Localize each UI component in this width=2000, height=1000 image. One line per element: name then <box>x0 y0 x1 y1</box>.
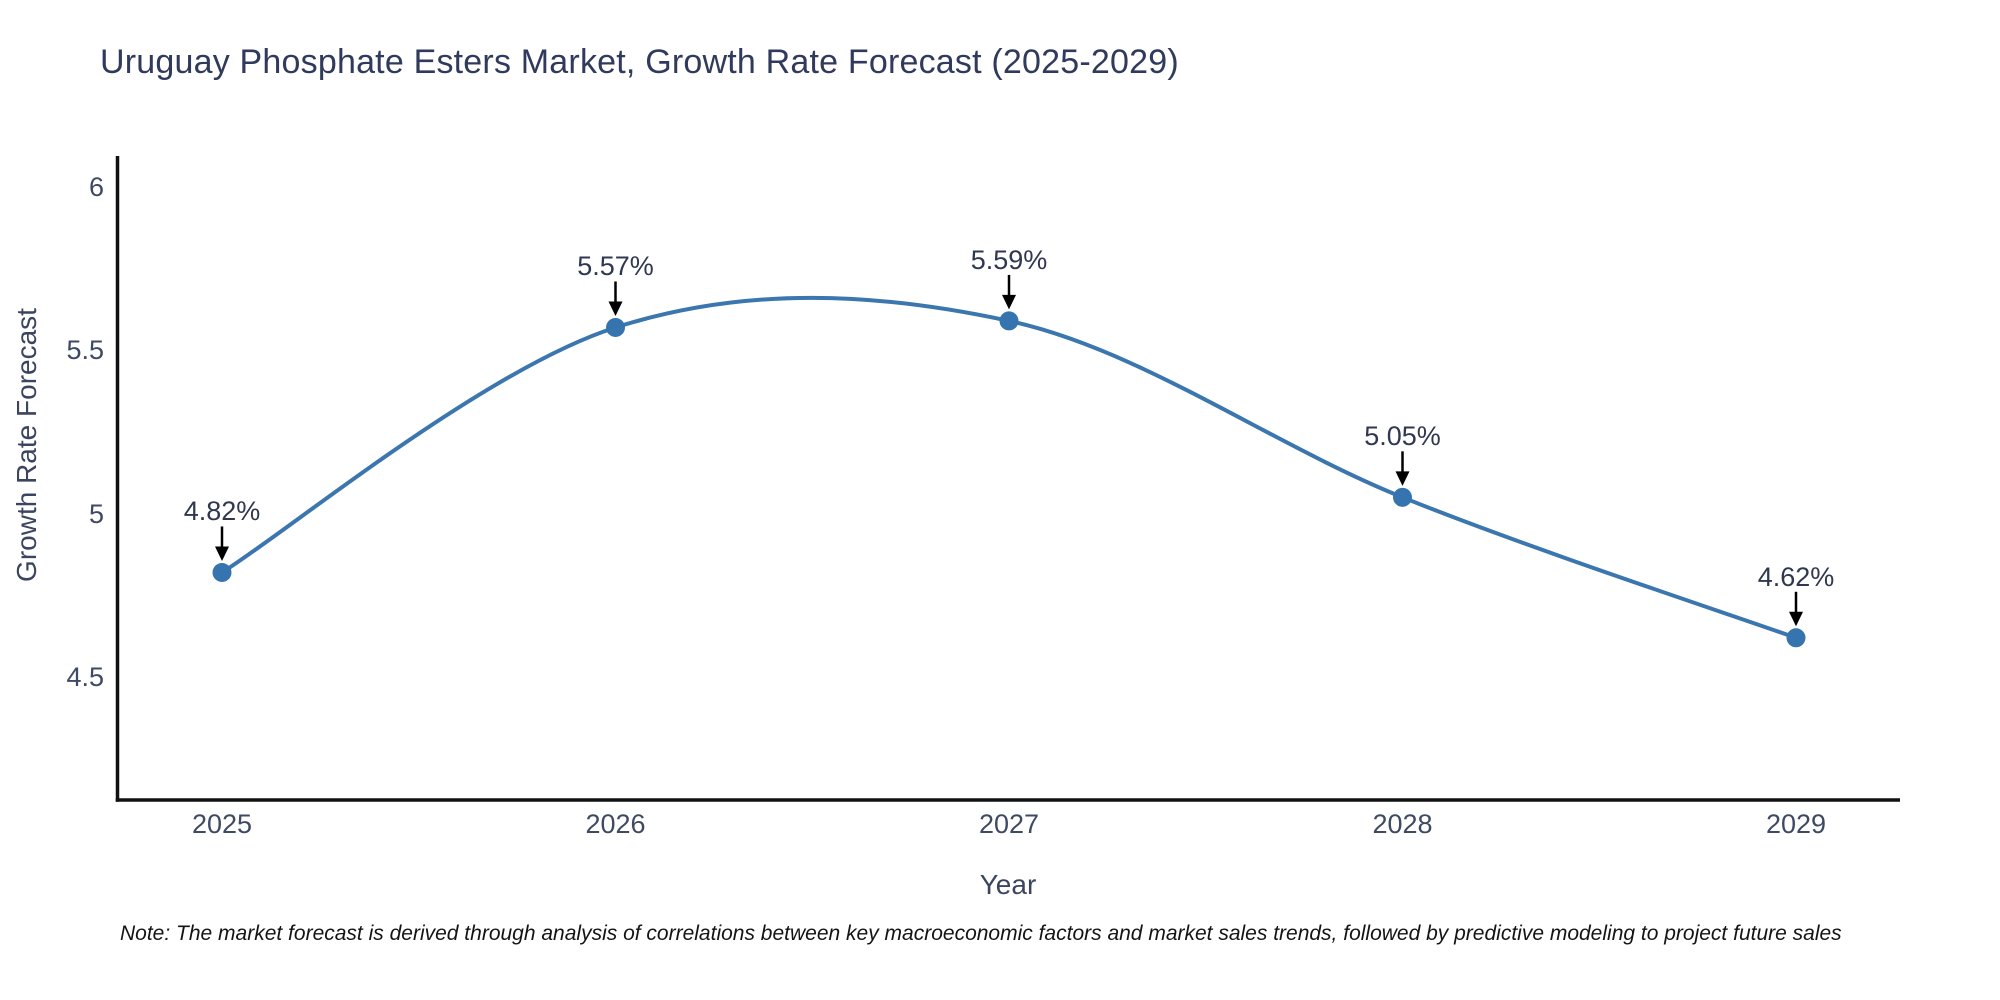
x-axis-title: Year <box>979 869 1037 900</box>
x-tick-label-2025: 2025 <box>191 809 253 839</box>
data-point-marker-2025 <box>212 562 232 582</box>
x-tick-label-2027: 2027 <box>978 809 1040 839</box>
point-value-label-2027: 5.59% <box>970 244 1048 275</box>
data-point-marker-2028 <box>1393 487 1412 507</box>
annotation-arrowhead-2025 <box>215 546 229 561</box>
annotation-arrowhead-2029 <box>1789 611 1803 627</box>
footnote: Note: The market forecast is derived thr… <box>120 922 1842 945</box>
forecast-line <box>220 295 1798 640</box>
x-tick-label-2029: 2029 <box>1765 809 1827 839</box>
chart-title: Uruguay Phosphate Esters Market, Growth … <box>100 43 1179 81</box>
data-point-marker-2026 <box>606 317 625 337</box>
y-tick-label-6: 6 <box>88 172 104 202</box>
x-tick-label-2028: 2028 <box>1372 809 1433 839</box>
x-tick-label-2026: 2026 <box>585 809 646 839</box>
data-point-marker-2029 <box>1786 628 1806 648</box>
y-axis-title: Growth Rate Forecast <box>11 308 42 582</box>
point-value-label-2026: 5.57% <box>577 251 654 282</box>
data-point-marker-2027 <box>999 311 1019 331</box>
y-tick-label-5.5: 5.5 <box>66 335 104 366</box>
y-tick-label-5: 5 <box>88 498 104 529</box>
point-value-label-2029: 4.62% <box>1757 561 1835 592</box>
annotation-arrowhead-2026 <box>608 301 623 316</box>
annotation-arrowhead-2028 <box>1395 471 1410 486</box>
y-tick-label-4.5: 4.5 <box>66 662 104 692</box>
annotation-arrowhead-2027 <box>1002 294 1016 310</box>
point-value-label-2028: 5.05% <box>1364 421 1441 452</box>
point-value-label-2025: 4.82% <box>183 496 261 527</box>
